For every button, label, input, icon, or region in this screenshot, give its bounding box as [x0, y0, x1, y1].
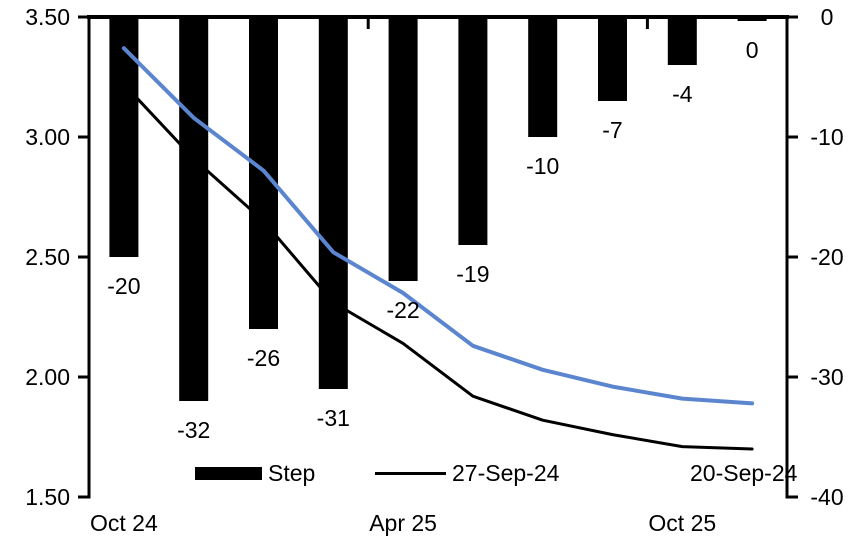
- bar-step: [318, 17, 348, 389]
- bar-step: [667, 17, 697, 65]
- right-axis-tick-label: -30: [810, 364, 844, 390]
- bar-value-label: -19: [456, 261, 490, 287]
- legend-label-27-sep-24: 27-Sep-24: [452, 460, 560, 486]
- left-axis-tick-label: 2.00: [25, 364, 70, 390]
- left-axis-tick-label: 3.00: [25, 124, 70, 150]
- line-20-sep-24: [121, 46, 755, 406]
- x-axis-label: Apr 25: [369, 510, 437, 536]
- right-axis-tick-label: -20: [810, 244, 844, 270]
- bar-value-label: -20: [107, 273, 141, 299]
- left-axis-tick-label: 3.50: [25, 4, 70, 30]
- right-axis-tick-label: -10: [810, 124, 844, 150]
- bar-swatch-icon: [195, 466, 262, 480]
- x-axis-label: Oct 25: [648, 510, 717, 536]
- legend-item-20-sep-24: 20-Sep-24: [617, 458, 797, 488]
- legend: Step 27-Sep-24 20-Sep-24: [0, 458, 852, 488]
- left-axis-tick-label: 2.50: [25, 244, 70, 270]
- bar-step: [458, 17, 488, 245]
- bar-value-label: -32: [177, 417, 211, 443]
- bar-step: [598, 17, 627, 101]
- x-axis-label: Oct 24: [90, 510, 158, 536]
- bar-step: [528, 17, 558, 137]
- bar-step: [109, 17, 139, 257]
- bar-value-label: 0: [745, 37, 759, 63]
- bar-value-label: -26: [246, 345, 281, 371]
- legend-item-step: Step: [195, 458, 315, 488]
- bar-step: [179, 17, 209, 401]
- right-axis-tick-label: 0: [820, 4, 834, 30]
- bar-step: [388, 17, 418, 281]
- left-axis-tick-label: 1.50: [25, 484, 70, 510]
- bar-value-label: -31: [316, 405, 350, 431]
- black-line-swatch-icon: [375, 471, 446, 475]
- bar-value-label: -7: [602, 117, 623, 143]
- legend-label-step: Step: [268, 460, 316, 486]
- blue-line-swatch-icon: [617, 471, 684, 475]
- line-27-sep-24: [122, 82, 754, 451]
- legend-item-27-sep-24: 27-Sep-24: [375, 458, 559, 488]
- bar-value-label: -4: [672, 81, 693, 107]
- right-axis-tick-label: -40: [810, 484, 844, 510]
- bar-value-label: -10: [526, 153, 560, 179]
- legend-label-20-sep-24: 20-Sep-24: [690, 460, 798, 486]
- bar-value-label: -22: [386, 297, 420, 323]
